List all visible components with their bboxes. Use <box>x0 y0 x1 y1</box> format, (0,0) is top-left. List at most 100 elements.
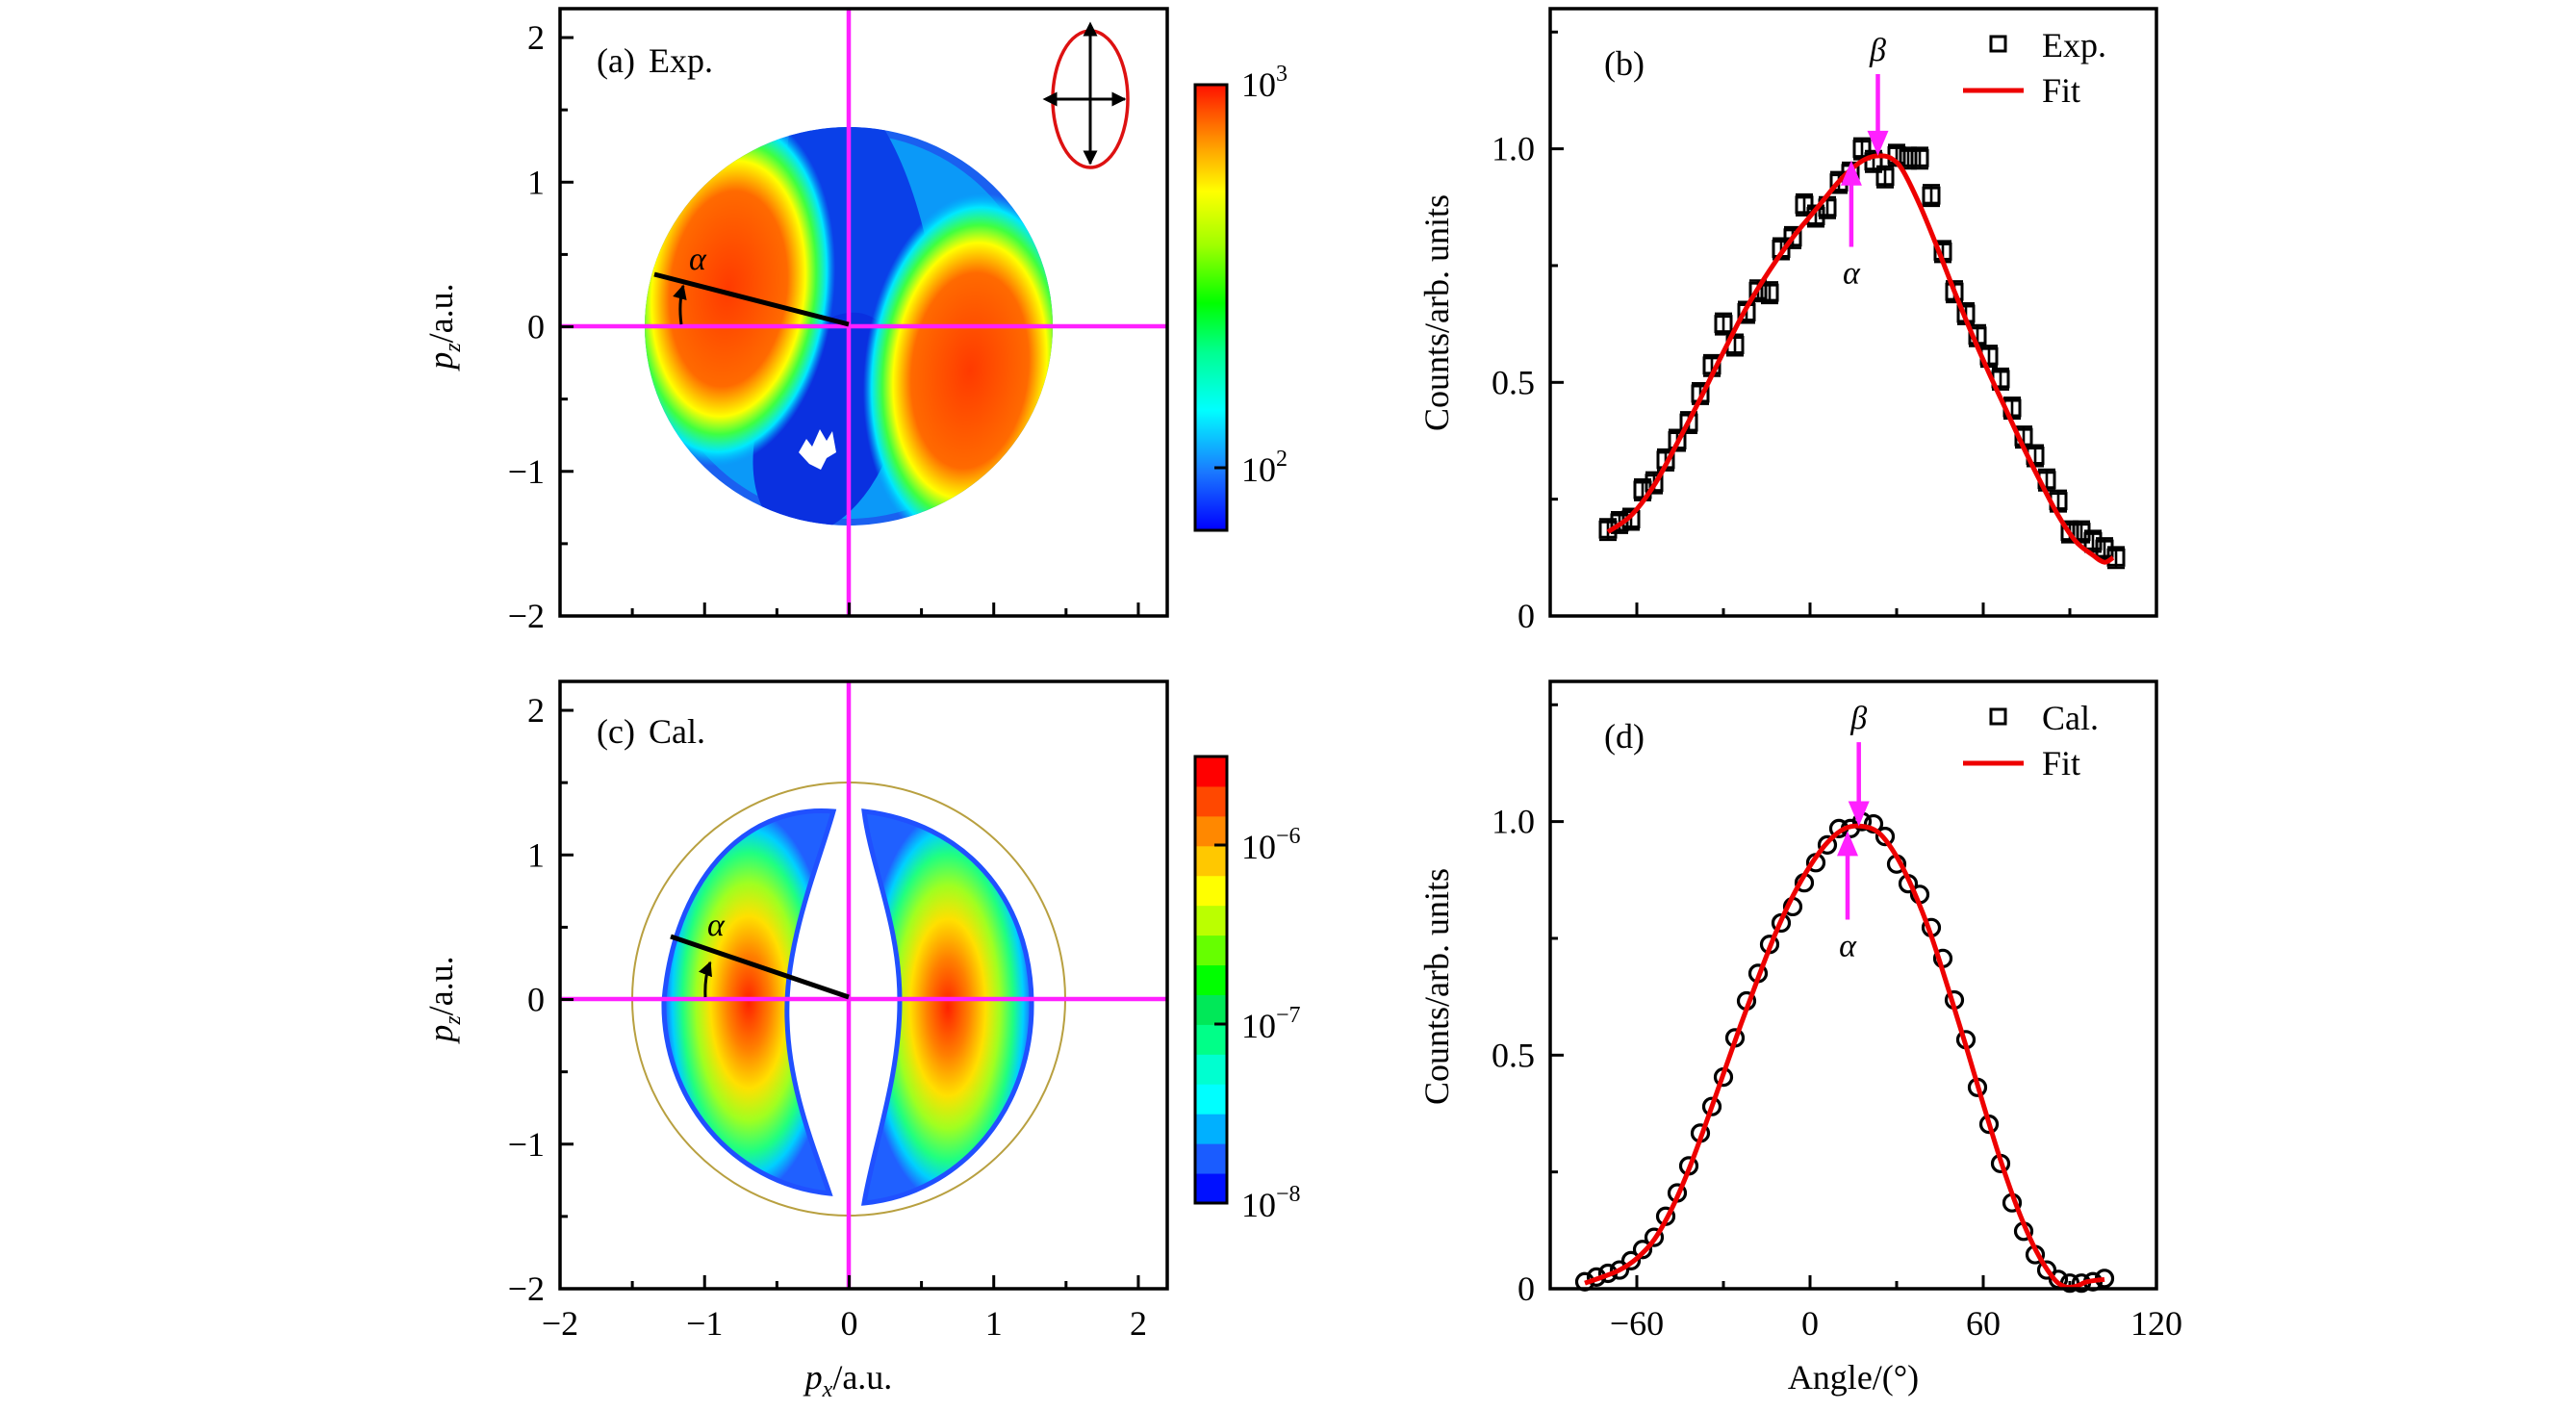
panel-c-xlabel: px/a.u. <box>803 1358 893 1402</box>
data-point-circle <box>1609 1260 1630 1280</box>
data-point-square <box>1679 413 1698 432</box>
panel-b-ylabel: Counts/arb. units <box>1417 194 1456 431</box>
y-tick-label: 1.0 <box>1492 130 1535 168</box>
colorbar-c-bands <box>1195 756 1227 1204</box>
alpha-label: α <box>1843 256 1861 292</box>
x-tick-label: −2 <box>542 1304 578 1343</box>
colorbar-c-band <box>1195 1173 1227 1204</box>
panel-b-label: (b) <box>1604 44 1645 83</box>
colorbar-c-band <box>1195 756 1227 787</box>
y-tick-label: 0 <box>1518 1269 1535 1308</box>
data-point-circle <box>1632 1240 1653 1260</box>
alpha-label-a: α <box>689 242 707 277</box>
colorbar-a-label-1000: 103 <box>1241 62 1288 104</box>
heatmap-c-lobe-left <box>661 808 837 1196</box>
beta-label: β <box>1869 33 1886 68</box>
legend-d-label-cal: Cal. <box>2042 699 2099 737</box>
data-point-circle <box>1701 1096 1722 1116</box>
data-point-circle <box>2036 1260 2057 1280</box>
panel-c-ticks: −2 −1 0 1 2 −2 −1 0 1 2 <box>508 691 1147 1343</box>
legend-d-label-fit: Fit <box>2042 744 2080 782</box>
panel-d: −60 0 60 120 0 0.5 1.0 β α (d) Cal. Fit Counts/a… <box>1417 679 2182 1397</box>
colorbar-c-label-1e-8: 10−8 <box>1241 1182 1301 1224</box>
data-point-circle <box>1620 1250 1642 1270</box>
y-tick-label: 1 <box>527 835 545 874</box>
y-tick-label: 0 <box>1518 597 1535 635</box>
data-point-square <box>1922 186 1941 205</box>
panel-a: α −2 −1 0 1 2 (a) Exp. pz/a.u. 103 102 <box>421 7 1288 635</box>
polarization-ellipse-icon <box>1042 21 1130 169</box>
y-tick-label: 2 <box>527 691 545 730</box>
y-tick-label: 0 <box>527 308 545 346</box>
alpha-arrow-head <box>1840 160 1862 186</box>
panel-b-plot: 0 0.5 1.0 β α <box>1492 30 2158 635</box>
colorbar-a: 103 102 <box>1193 62 1288 532</box>
x-tick-label: −60 <box>1610 1304 1664 1343</box>
heatmap-a-missing-data <box>799 429 836 470</box>
colorbar-c-band <box>1195 935 1227 966</box>
panel-c-frame <box>558 679 1169 1291</box>
data-point-square <box>1748 281 1768 300</box>
data-point-square <box>2106 548 2126 567</box>
y-tick-label: −1 <box>508 1125 545 1164</box>
legend-d-marker-cal <box>1989 707 2007 726</box>
panel-a-frame <box>558 7 1169 618</box>
data-point-square <box>1760 283 1779 302</box>
data-point-square <box>1945 282 1964 301</box>
colorbar-c: 10−6 10−7 10−8 <box>1193 755 1301 1224</box>
colorbar-c-label-1e-6: 10−6 <box>1241 824 1301 866</box>
data-point-square <box>1714 315 1733 334</box>
x-tick-label: 2 <box>1130 1304 1147 1343</box>
panel-a-ylabel: pz/a.u. <box>421 283 466 372</box>
colorbar-c-band <box>1195 905 1227 936</box>
colorbar-c-label-1e-7: 10−7 <box>1241 1003 1301 1045</box>
alpha-arc-arrow-a <box>673 284 687 325</box>
data-point-square <box>1910 148 1929 167</box>
beta-arrow-head <box>1867 130 1889 156</box>
panel-d-xlabel: Angle/(°) <box>1788 1358 1919 1397</box>
fit-curve <box>1584 823 2105 1290</box>
colorbar-c-band <box>1195 875 1227 907</box>
alpha-arc-arrow-c <box>699 961 712 998</box>
y-tick-label: −1 <box>508 452 545 491</box>
panel-c: α −2 −1 0 1 2 −2 −1 0 1 2 (c) Cal. pz/a.u. px/a.u.… <box>421 679 1301 1402</box>
panel-a-heatmap: α <box>560 9 1167 616</box>
alpha-direction-line-c <box>670 934 850 1000</box>
y-tick-label: −2 <box>508 1269 545 1308</box>
data-point-square <box>2060 523 2079 542</box>
data-point-square <box>1875 167 1895 187</box>
colorbar-c-band <box>1195 1114 1227 1144</box>
y-tick-label: 0.5 <box>1492 363 1535 401</box>
y-tick-label: 1.0 <box>1492 803 1535 841</box>
colorbar-c-band <box>1195 1143 1227 1174</box>
x-tick-label: 0 <box>1801 1304 1819 1343</box>
panel-b: 0 0.5 1.0 β α (b) Exp. Fit Counts/arb. units <box>1417 7 2158 635</box>
x-tick-label: 1 <box>985 1304 1003 1343</box>
panel-c-ylabel: pz/a.u. <box>421 956 466 1044</box>
colorbar-c-band <box>1195 815 1227 847</box>
colorbar-c-band <box>1195 1054 1227 1085</box>
legend-b-marker-exp <box>1989 35 2007 53</box>
data-point-square <box>1610 513 1629 532</box>
alpha-arrow-head <box>1837 831 1858 857</box>
legend-b-label-fit: Fit <box>2042 71 2080 110</box>
panel-d-ylabel: Counts/arb. units <box>1417 868 1456 1105</box>
legend-b-label-exp: Exp. <box>2042 26 2106 64</box>
y-tick-label: 0.5 <box>1492 1036 1535 1074</box>
beta-arrow-head <box>1848 801 1870 827</box>
legend-b: Exp. Fit <box>1963 26 2106 110</box>
data-point-square <box>1852 140 1872 159</box>
legend-d: Cal. Fit <box>1963 699 2099 782</box>
data-point-circle <box>1644 1227 1665 1247</box>
fit-curve <box>1606 153 2115 565</box>
heatmap-c-lobe-right <box>860 808 1034 1206</box>
colorbar-c-band <box>1195 964 1227 995</box>
y-tick-label: −2 <box>508 597 545 635</box>
panel-c-heatmap: α <box>560 681 1167 1289</box>
data-point-circle <box>1817 834 1838 855</box>
colorbar-c-band <box>1195 785 1227 817</box>
panel-d-label: (d) <box>1604 717 1645 756</box>
colorbar-c-band <box>1195 1024 1227 1055</box>
beta-label: β <box>1849 701 1867 736</box>
